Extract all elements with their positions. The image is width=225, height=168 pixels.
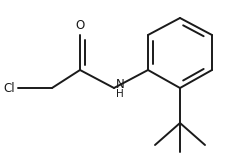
- Text: H: H: [115, 89, 123, 99]
- Text: Cl: Cl: [3, 81, 15, 94]
- Text: O: O: [75, 19, 84, 32]
- Text: N: N: [115, 77, 124, 91]
